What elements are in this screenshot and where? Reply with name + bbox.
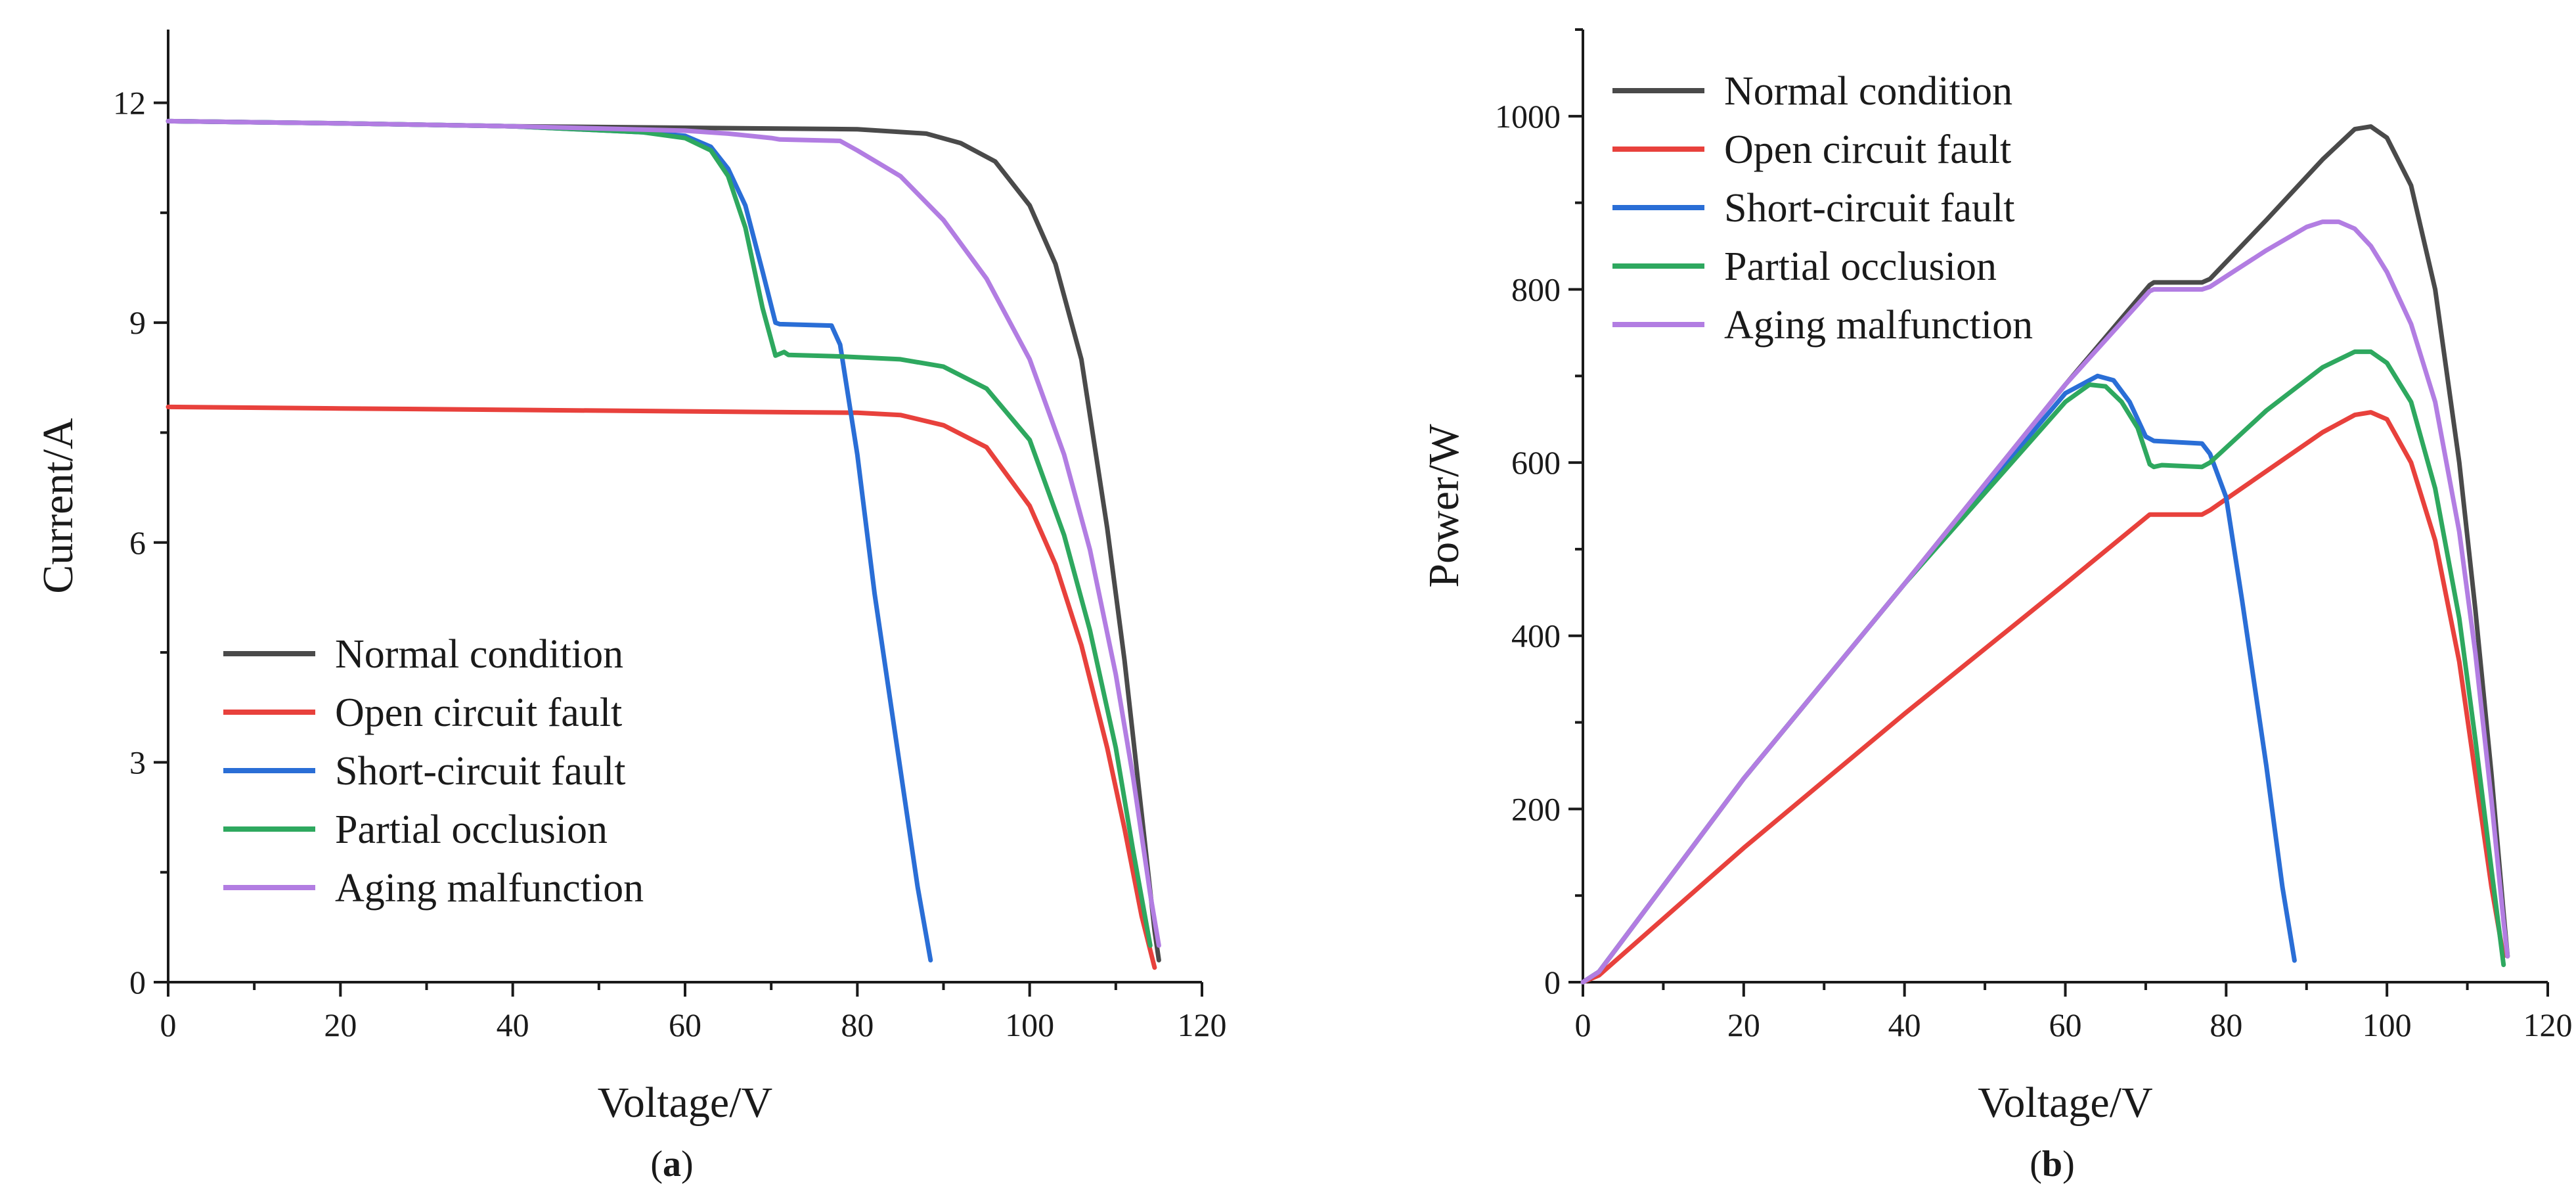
panel-a-current-voltage-chart: 0 20 40 60 80 100 120 0 3 6 9 12 Voltage/V Current/A (…	[34, 30, 1227, 1185]
chart-a-x-tick-label: 80	[841, 1006, 874, 1043]
chart-b-y-axis-title: Power/W	[1420, 424, 1468, 588]
chart-a-series-open-circuit-fault	[166, 404, 1157, 970]
chart-b-legend-label-partial-occlusion: Partial occlusion	[1724, 244, 1997, 289]
chart-b-series-aging-malfunction	[1580, 219, 2510, 985]
chart-a-y-tick-label: 9	[129, 304, 146, 341]
chart-b-series-partial-occlusion	[1580, 349, 2506, 985]
chart-b-y-tick-label: 800	[1511, 271, 1561, 307]
chart-a-legend-label-short-circuit-fault: Short-circuit fault	[335, 749, 625, 794]
chart-b-x-tick-label: 0	[1575, 1006, 1591, 1043]
chart-a-y-axis-title: Current/A	[34, 418, 82, 594]
chart-b-legend-label-normal-condition: Normal condition	[1724, 69, 2012, 114]
panel-b-power-voltage-chart: 0 20 40 60 80 100 120 0 200 400 600 800 1000 Voltage/…	[1420, 28, 2573, 1185]
chart-b-legend-label-aging-malfunction: Aging malfunction	[1724, 303, 2033, 348]
chart-b-legend: Normal condition Open circuit fault Short-…	[1612, 69, 2033, 348]
chart-a-y-tick-label: 0	[129, 964, 146, 1001]
chart-b-y-tick-label: 0	[1544, 964, 1561, 1001]
chart-a-y-tick-label: 12	[113, 85, 146, 122]
chart-b-caption: (b)	[2030, 1144, 2074, 1185]
chart-a-series-aging-malfunction	[166, 118, 1161, 948]
chart-b-x-tick-label: 20	[1727, 1006, 1760, 1043]
chart-a-x-tick-label: 100	[1005, 1006, 1054, 1043]
chart-a-legend-label-normal-condition: Normal condition	[335, 632, 623, 677]
chart-b-legend-label-open-circuit-fault: Open circuit fault	[1724, 127, 2011, 172]
chart-a-caption: (a)	[650, 1144, 693, 1185]
chart-a-y-tick-label: 6	[129, 524, 146, 561]
chart-a-legend-label-aging-malfunction: Aging malfunction	[335, 866, 644, 911]
chart-b-y-tick-label: 1000	[1495, 98, 1561, 135]
chart-b-x-axis-title: Voltage/V	[1978, 1079, 2152, 1127]
chart-a-x-tick-label: 20	[324, 1006, 357, 1043]
chart-b-series-open-circuit-fault	[1580, 410, 2506, 985]
chart-a-series-normal-condition	[166, 118, 1161, 962]
chart-a-x-tick-label: 40	[497, 1006, 529, 1043]
chart-b-x-tick-label: 80	[2210, 1006, 2242, 1043]
chart-b-x-tick-label: 100	[2363, 1006, 2412, 1043]
chart-a-x-tick-label: 120	[1178, 1006, 1227, 1043]
chart-b-y-tick-label: 200	[1511, 790, 1561, 827]
chart-b-x-tick-label: 60	[2049, 1006, 2082, 1043]
chart-b-legend-label-short-circuit-fault: Short-circuit fault	[1724, 186, 2014, 231]
chart-b-y-tick-label: 400	[1511, 618, 1561, 654]
chart-a-legend: Normal condition Open circuit fault Short-…	[223, 632, 644, 911]
chart-a-legend-label-open-circuit-fault: Open circuit fault	[335, 690, 622, 735]
chart-a-series-partial-occlusion	[166, 118, 1153, 948]
chart-b-x-tick-label: 40	[1888, 1006, 1921, 1043]
chart-b-series-normal-condition	[1580, 124, 2510, 985]
chart-a-x-axis-title: Voltage/V	[598, 1079, 772, 1127]
chart-a-y-tick-label: 3	[129, 744, 146, 780]
chart-a-x-tick-label: 0	[160, 1006, 177, 1043]
chart-a-x-tick-label: 60	[669, 1006, 701, 1043]
chart-b-x-tick-label: 120	[2523, 1006, 2573, 1043]
chart-a-legend-label-partial-occlusion: Partial occlusion	[335, 807, 608, 852]
chart-b-y-tick-label: 600	[1511, 444, 1561, 481]
